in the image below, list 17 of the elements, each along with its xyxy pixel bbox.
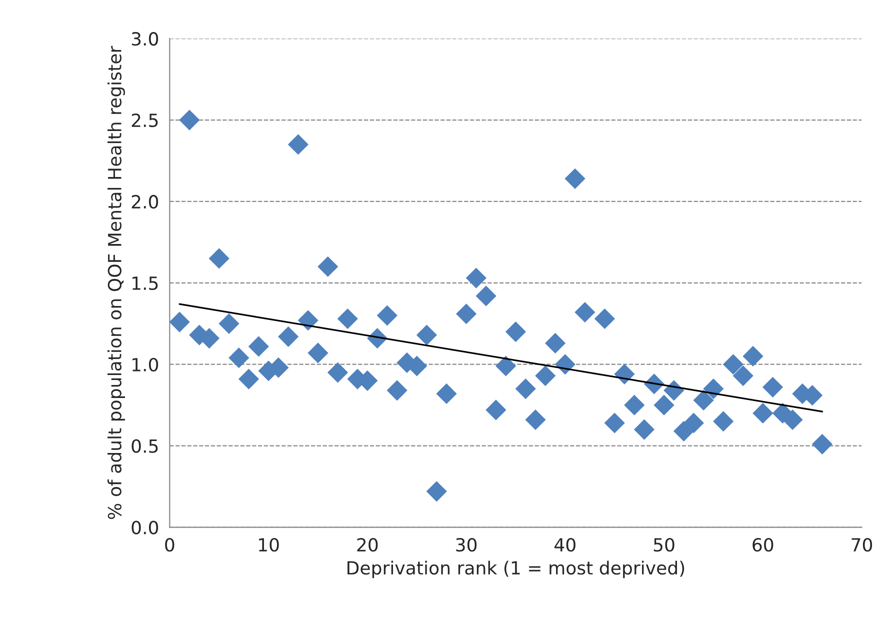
x-tick-label: 0 xyxy=(165,538,174,552)
x-tick-label: 50 xyxy=(654,538,674,552)
y-tick-label: 1.5 xyxy=(132,276,158,290)
y-tick-label: 2.0 xyxy=(132,194,158,209)
y-tick-label: 0.0 xyxy=(132,520,158,534)
x-tick-label: 20 xyxy=(357,538,378,552)
x-tick-label: 60 xyxy=(752,538,774,552)
y-tick-label: 1.0 xyxy=(132,358,158,372)
x-tick-label: 30 xyxy=(456,538,477,552)
y-tick-label: 3.0 xyxy=(132,32,158,46)
x-tick-label: 40 xyxy=(554,538,576,552)
x-tick-label: 70 xyxy=(852,538,872,552)
y-tick-label: 0.5 xyxy=(132,439,158,453)
y-axis-title: % of adult population on QOF Mental Health register xyxy=(108,46,125,519)
y-tick-label: 2.5 xyxy=(132,113,158,128)
x-axis-title: Deprivation rank (1 = most deprived) xyxy=(348,560,684,578)
x-tick-label: 10 xyxy=(259,538,279,552)
